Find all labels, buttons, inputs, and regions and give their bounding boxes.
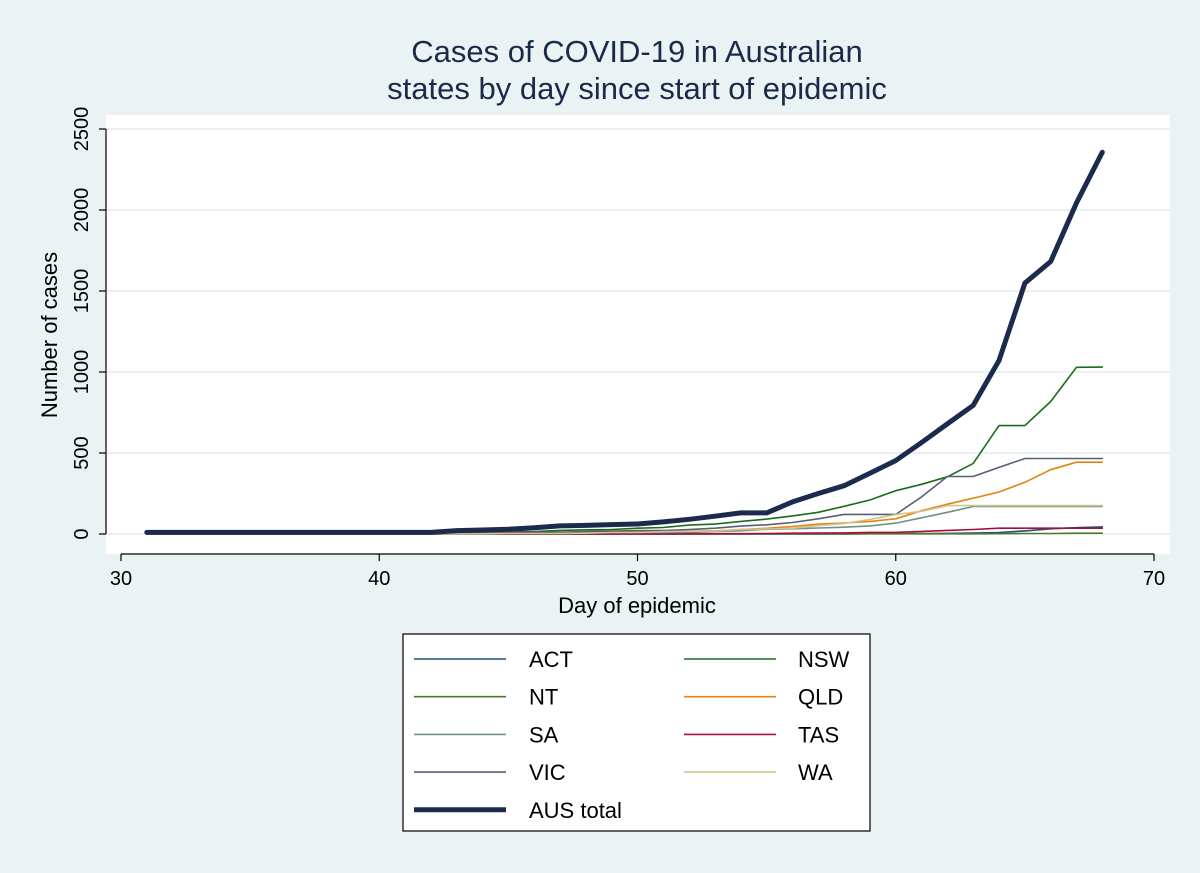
y-tick-label-500: 500 (71, 436, 93, 469)
x-tick-label-60: 60 (885, 568, 907, 590)
y-tick-label-1000: 1000 (71, 350, 93, 395)
x-tick-label-30: 30 (110, 568, 132, 590)
axes: 0 500 1000 1500 2000 2500 30 40 50 60 70 (71, 107, 1165, 590)
chart-title-line-2: states by day since start of epidemic (387, 71, 887, 106)
x-tick-label-70: 70 (1143, 568, 1165, 590)
legend-label-aus-total: AUS total (529, 798, 622, 823)
legend-label-nsw: NSW (798, 647, 850, 672)
legend-box (402, 633, 871, 832)
chart-title-line-1: Cases of COVID-19 in Australian (411, 34, 862, 69)
y-tick-label-2000: 2000 (71, 188, 93, 233)
legend-label-wa: WA (798, 760, 833, 785)
legend-label-act: ACT (529, 647, 573, 672)
plot-area (106, 115, 1170, 554)
x-tick-label-50: 50 (626, 568, 648, 590)
y-tick-label-1500: 1500 (71, 269, 93, 314)
legend-label-nt: NT (529, 685, 558, 710)
legend-label-vic: VIC (529, 760, 566, 785)
legend-label-tas: TAS (798, 722, 839, 747)
x-axis-label: Day of epidemic (558, 593, 716, 618)
legend-label-sa: SA (529, 722, 559, 747)
x-tick-label-40: 40 (368, 568, 390, 590)
series-line-aus-total (144, 149, 1105, 535)
y-axis-label: Number of cases (37, 252, 62, 418)
legend-label-qld: QLD (798, 685, 843, 710)
legend: ACT NSW NT QLD SA TAS VIC WA AUS total (402, 633, 871, 832)
y-tick-label-2500: 2500 (71, 107, 93, 152)
y-tick-label-0: 0 (71, 528, 93, 539)
series-group (144, 149, 1105, 535)
